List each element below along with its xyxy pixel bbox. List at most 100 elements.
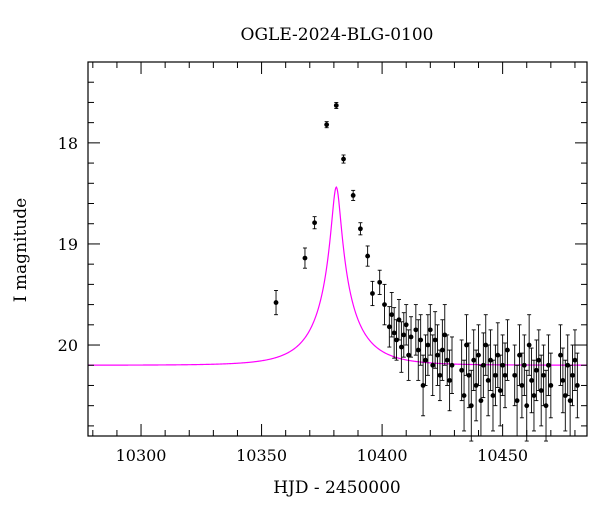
data-point (394, 319, 399, 361)
data-point (464, 314, 469, 376)
data-marker (386, 324, 392, 330)
x-tick-label: 10400 (357, 446, 408, 465)
data-marker (442, 332, 448, 338)
data-marker (536, 357, 542, 363)
data-point (480, 332, 486, 399)
data-marker (521, 362, 527, 368)
data-point (546, 334, 551, 397)
data-point (543, 369, 549, 442)
data-point (473, 349, 479, 422)
data-marker (519, 383, 525, 388)
data-marker (461, 393, 467, 398)
data-point (490, 359, 496, 432)
data-marker (490, 393, 496, 398)
data-point (574, 352, 580, 419)
data-point (358, 222, 363, 236)
data-marker (401, 332, 407, 338)
data-point (497, 354, 503, 427)
data-point (459, 339, 465, 402)
data-marker (570, 372, 575, 378)
chart-title: OGLE-2024-BLG-0100 (241, 25, 434, 45)
data-point (430, 334, 436, 397)
data-point (468, 369, 474, 442)
data-marker (466, 372, 472, 378)
data-marker (427, 327, 433, 333)
data-point (461, 359, 467, 432)
data-marker (403, 322, 409, 328)
data-marker (526, 342, 532, 348)
data-marker (273, 300, 279, 305)
x-tick-label: 10350 (236, 446, 287, 465)
data-point (560, 347, 566, 414)
data-point (565, 334, 571, 397)
data-marker (483, 342, 489, 348)
data-marker (478, 398, 484, 404)
data-point (423, 334, 428, 386)
data-point (533, 339, 539, 402)
data-marker (425, 342, 431, 348)
data-marker (439, 347, 445, 353)
data-point (427, 304, 433, 356)
data-marker (524, 403, 530, 409)
data-marker (459, 367, 465, 373)
data-marker (560, 378, 566, 383)
data-point (396, 299, 402, 341)
data-marker (512, 372, 518, 378)
data-marker (415, 347, 421, 353)
data-point (476, 324, 481, 386)
data-points-layer (273, 101, 580, 442)
data-point (558, 324, 563, 386)
plot-frame (87, 61, 588, 437)
data-point (495, 322, 501, 388)
data-point (512, 344, 518, 407)
data-marker (543, 403, 549, 409)
data-marker (350, 193, 356, 198)
data-marker (480, 362, 486, 368)
data-marker (502, 372, 508, 378)
data-point (420, 354, 426, 417)
data-marker (505, 347, 510, 353)
data-point (350, 189, 356, 201)
data-point (333, 101, 339, 109)
data-point (324, 121, 330, 129)
data-marker (437, 372, 443, 378)
data-point (471, 329, 477, 391)
data-point (500, 334, 506, 397)
data-point (398, 321, 404, 373)
data-marker (333, 103, 339, 108)
data-marker (517, 352, 522, 358)
data-point (570, 344, 575, 407)
data-point (447, 349, 452, 412)
data-point (406, 329, 412, 381)
data-marker (538, 388, 544, 393)
model-curve-layer (88, 186, 587, 366)
data-marker (430, 362, 436, 368)
data-marker (497, 388, 503, 393)
data-marker (567, 398, 573, 404)
data-marker (473, 383, 479, 388)
y-tick-label: 18 (58, 134, 78, 153)
data-marker (382, 302, 387, 307)
data-point (389, 292, 395, 338)
data-marker (565, 362, 571, 368)
data-point (370, 280, 375, 307)
model-curve (88, 186, 587, 366)
y-tick-label: 19 (58, 235, 78, 254)
data-marker (558, 352, 563, 358)
data-point (444, 334, 450, 386)
data-point (418, 314, 424, 366)
data-point (526, 314, 532, 376)
data-point (432, 311, 438, 369)
data-marker (358, 226, 363, 232)
data-marker (548, 383, 554, 388)
data-marker (377, 279, 383, 285)
data-marker (302, 255, 308, 261)
data-point (517, 324, 522, 386)
data-marker (444, 357, 450, 363)
data-marker (408, 334, 414, 340)
data-marker (471, 357, 477, 363)
data-marker (476, 352, 481, 358)
data-marker (391, 330, 397, 336)
data-marker (546, 362, 551, 368)
data-marker (432, 337, 438, 343)
